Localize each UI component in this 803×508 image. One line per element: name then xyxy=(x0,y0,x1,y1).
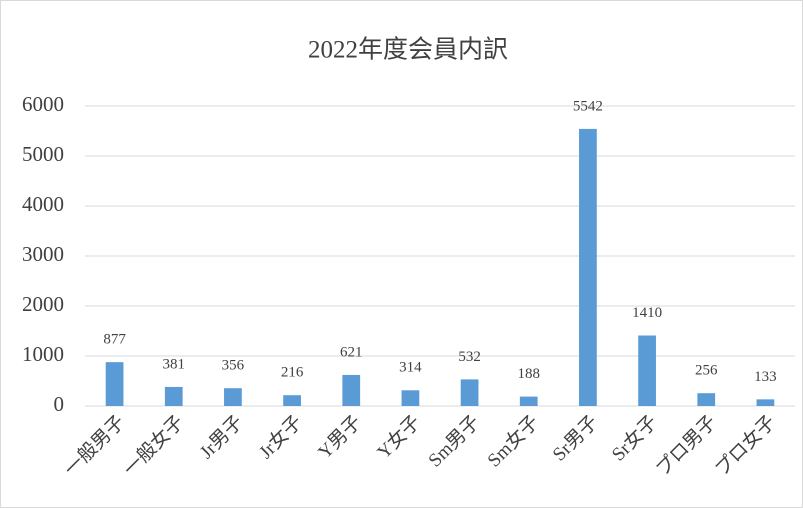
data-label: 356 xyxy=(222,358,245,374)
y-tick-label: 5000 xyxy=(22,142,64,166)
bar xyxy=(342,374,361,406)
bar xyxy=(224,388,242,406)
bar xyxy=(519,396,538,406)
data-label: 5542 xyxy=(573,98,603,114)
bar xyxy=(460,379,479,406)
bar xyxy=(638,335,656,406)
data-label: 256 xyxy=(695,363,718,379)
chart-title: 2022年度会員内訳 xyxy=(308,36,508,64)
bar xyxy=(756,399,775,406)
bar xyxy=(401,390,420,406)
y-tick-label: 6000 xyxy=(22,92,64,116)
data-label: 314 xyxy=(399,360,422,376)
bar xyxy=(579,128,597,406)
bar xyxy=(283,395,301,406)
y-tick-label: 1000 xyxy=(22,342,64,366)
bar xyxy=(697,393,716,406)
y-tick-label: 4000 xyxy=(22,192,64,216)
bar xyxy=(164,386,183,406)
bar xyxy=(105,362,124,406)
y-tick-label: 3000 xyxy=(22,242,64,266)
data-label: 877 xyxy=(103,332,126,348)
data-label: 381 xyxy=(163,356,186,372)
y-tick-label: 0 xyxy=(54,392,65,416)
y-tick-label: 2000 xyxy=(22,292,64,316)
data-label: 216 xyxy=(281,365,304,381)
data-label: 621 xyxy=(340,344,363,360)
data-label: 1410 xyxy=(632,305,662,321)
data-label: 133 xyxy=(754,369,777,385)
data-label: 188 xyxy=(518,366,541,382)
data-label: 532 xyxy=(458,349,481,365)
